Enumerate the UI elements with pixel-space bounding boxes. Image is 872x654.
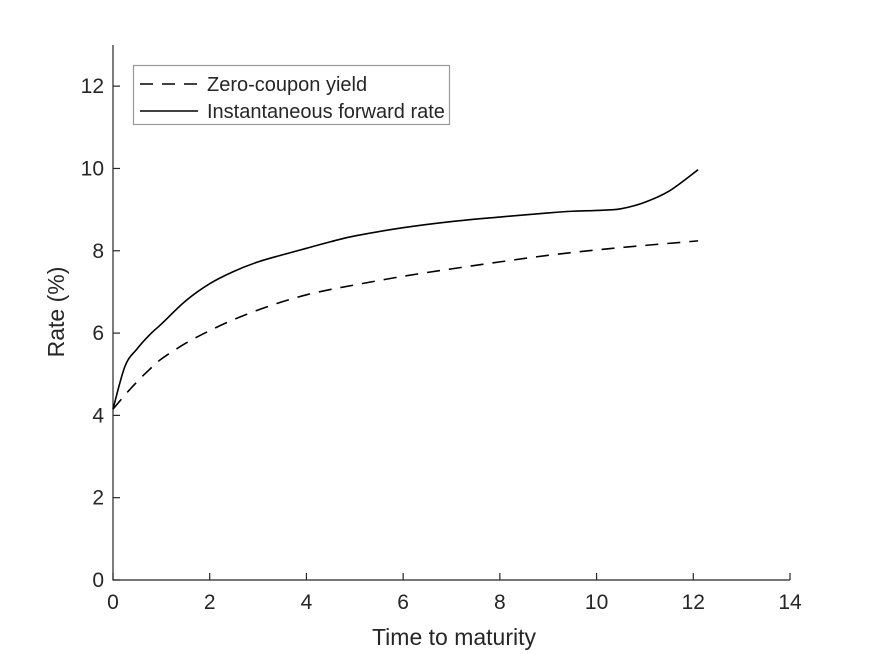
x-tick-label: 14: [778, 591, 802, 614]
x-tick-label: 8: [494, 591, 506, 614]
y-axis-label: Rate (%): [43, 267, 69, 358]
x-tick-label: 6: [397, 591, 409, 614]
x-tick-label: 4: [301, 591, 313, 614]
legend-label: Instantaneous forward rate: [207, 101, 445, 123]
y-tick-label: 2: [92, 487, 104, 510]
x-axis-label: Time to maturity: [372, 624, 537, 650]
legend-box: [132, 64, 451, 126]
series-lines: [112, 169, 699, 410]
legend: Zero-coupon yield Instantaneous forward r…: [132, 64, 451, 126]
y-tick-label: 12: [81, 75, 104, 98]
legend-label: Zero-coupon yield: [207, 74, 367, 96]
x-tick-label: 10: [585, 591, 608, 614]
x-tick-label: 0: [107, 591, 119, 614]
y-tick-label: 0: [92, 569, 104, 592]
curve-instantaneous-forward-rate: [112, 169, 699, 410]
y-tick-label: 6: [92, 322, 104, 345]
x-tick-label: 12: [682, 591, 705, 614]
curve-zero-coupon-yield: [112, 240, 699, 410]
axis-spines: [112, 45, 790, 581]
axes: 0 2 4 6 8 10 12 14 0 2 4 6 8 10 12: [81, 45, 802, 614]
x-tick-label: 2: [204, 591, 216, 614]
y-tick-label: 4: [92, 404, 104, 427]
y-tick-label: 10: [81, 157, 104, 180]
y-tick-label: 8: [92, 240, 104, 263]
